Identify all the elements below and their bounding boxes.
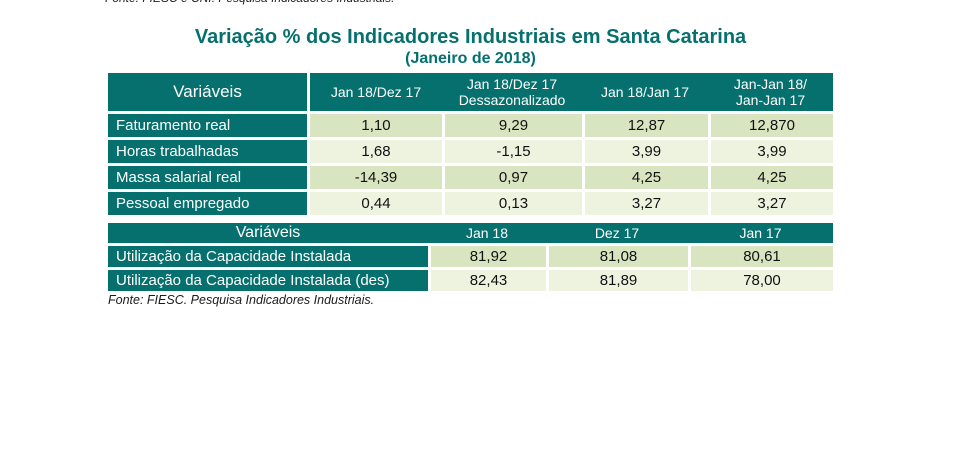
indicators-variation-table: Variáveis Jan 18/Dez 17 Jan 18/Dez 17 De…	[108, 73, 833, 215]
t2-cell: 82,43	[431, 270, 546, 291]
t1-row-label: Pessoal empregado	[108, 192, 307, 215]
t1-header-jan18-dez17: Jan 18/Dez 17	[330, 83, 422, 100]
t1-header-columns: Jan 18/Dez 17 Jan 18/Dez 17 Dessazonaliz…	[310, 73, 833, 111]
t2-header-row: Variáveis Jan 18 Dez 17 Jan 17	[108, 223, 833, 243]
t1-cell: -1,15	[445, 140, 582, 163]
t2-cell: 81,92	[431, 246, 546, 267]
t2-cell: 80,61	[691, 246, 833, 267]
clipped-source-line: Fonte: FIESC e CNI. Pesquisa Indicadores…	[105, 0, 445, 6]
t1-cell: 0,44	[310, 192, 442, 215]
t2-cell: 78,00	[691, 270, 833, 291]
page-title: Variação % dos Indicadores Industriais e…	[194, 26, 747, 48]
t2-cell: 81,89	[549, 270, 688, 291]
t2-header-jan18: Jan 18	[465, 224, 509, 241]
t1-cell: 1,68	[310, 140, 442, 163]
t1-row-label: Horas trabalhadas	[108, 140, 307, 163]
t1-cell: 3,27	[585, 192, 708, 215]
t1-header-jan18-jan17: Jan 18/Jan 17	[601, 83, 689, 100]
t2-row-label: Utilização da Capacidade Instalada	[108, 246, 428, 267]
t2-header-dez17: Dez 17	[594, 224, 640, 241]
t1-cell: 12,870	[711, 114, 833, 137]
t1-header-janjan18-janjan17: Jan-Jan 18/ Jan-Jan 17	[733, 75, 808, 108]
t1-cell: 3,27	[711, 192, 833, 215]
t1-cell: 3,99	[711, 140, 833, 163]
t1-cell: 4,25	[585, 166, 708, 189]
t1-row-label: Faturamento real	[108, 114, 307, 137]
t1-cell: 4,25	[711, 166, 833, 189]
source-note: Fonte: FIESC. Pesquisa Indicadores Indus…	[108, 293, 375, 307]
t1-row-label: Massa salarial real	[108, 166, 307, 189]
t1-cell: 0,13	[445, 192, 582, 215]
t1-cell: 9,29	[445, 114, 582, 137]
t1-header-jan18-dez17-dessaz: Jan 18/Dez 17 Dessazonalizado	[458, 75, 566, 108]
t2-cell: 81,08	[549, 246, 688, 267]
t1-cell: 0,97	[445, 166, 582, 189]
t2-header-variaveis: Variáveis	[235, 223, 301, 241]
capacity-utilization-table: Variáveis Jan 18 Dez 17 Jan 17 Utilizaçã…	[108, 223, 833, 291]
t1-cell: 3,99	[585, 140, 708, 163]
clipped-source-text: Fonte: FIESC e CNI. Pesquisa Indicadores…	[105, 0, 445, 5]
t1-cell: 1,10	[310, 114, 442, 137]
t1-cell: 12,87	[585, 114, 708, 137]
t2-row-label: Utilização da Capacidade Instalada (des)	[108, 270, 428, 291]
t1-cell: -14,39	[310, 166, 442, 189]
t2-header-jan17: Jan 17	[739, 224, 782, 241]
t1-header-variaveis: Variáveis	[108, 73, 307, 111]
page-subtitle: (Janeiro de 2018)	[405, 50, 536, 67]
